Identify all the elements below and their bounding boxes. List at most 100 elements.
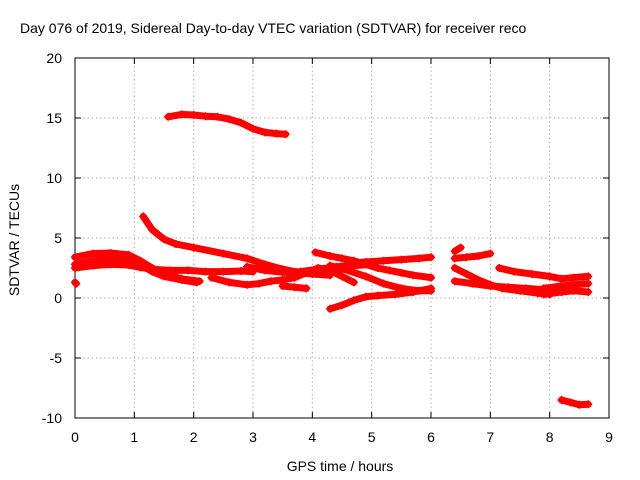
x-tick-label: 9 <box>605 429 613 445</box>
data-point <box>189 243 198 252</box>
data-point <box>243 280 252 289</box>
data-point <box>575 400 584 409</box>
data-point <box>584 272 593 281</box>
data-point <box>219 267 228 276</box>
data-point <box>545 272 554 281</box>
data-point <box>254 279 263 288</box>
data-point <box>260 128 269 137</box>
data-point <box>266 277 275 286</box>
x-tick-label: 3 <box>249 429 257 445</box>
data-point <box>450 277 459 286</box>
x-tick-label: 4 <box>308 429 316 445</box>
data-point <box>486 282 495 290</box>
data-point <box>192 278 201 287</box>
data-point <box>165 266 174 275</box>
y-axis-ticks: -10 -5 0 5 10 15 20 <box>42 50 609 426</box>
chart-title: Day 076 of 2019, Sidereal Day-to-day VTE… <box>20 20 526 36</box>
data-point <box>213 112 222 121</box>
data-point <box>183 266 192 275</box>
data-point <box>207 273 216 282</box>
data-point <box>486 249 495 258</box>
data-point <box>427 253 435 262</box>
data-point <box>71 260 79 269</box>
data-point <box>456 243 465 252</box>
data-point <box>88 249 97 258</box>
data-point <box>139 212 148 221</box>
data-point <box>314 265 323 274</box>
data-point <box>397 268 406 277</box>
data-point <box>326 252 335 260</box>
data-point <box>521 284 530 293</box>
data-point <box>338 254 346 263</box>
data-point <box>148 267 157 276</box>
data-point <box>569 273 578 282</box>
data-point <box>88 256 97 265</box>
data-point <box>311 248 320 257</box>
data-point <box>136 260 145 269</box>
series-s11 <box>343 253 435 268</box>
data-point <box>361 292 370 301</box>
data-point <box>379 279 388 288</box>
data-point <box>397 255 406 264</box>
data-point <box>338 301 346 310</box>
data-point <box>243 262 252 271</box>
data-point <box>450 254 459 263</box>
data-point <box>201 112 210 121</box>
data-point <box>557 288 566 296</box>
data-point <box>124 255 133 264</box>
data-point <box>302 284 311 293</box>
y-tick-label: -5 <box>50 350 63 366</box>
x-axis-ticks: 0 1 2 3 4 5 6 7 8 9 <box>71 58 613 445</box>
data-point <box>584 288 593 296</box>
data-point <box>569 286 578 295</box>
data-point <box>278 268 287 277</box>
data-point <box>71 278 79 287</box>
y-tick-label: 5 <box>54 230 62 246</box>
x-axis-label: GPS time / hours <box>287 458 394 474</box>
data-point <box>160 235 168 244</box>
data-point <box>474 252 483 260</box>
data-point <box>249 124 257 133</box>
data-point <box>391 290 400 299</box>
data-point <box>260 266 269 275</box>
x-tick-label: 1 <box>130 429 138 445</box>
x-tick-label: 2 <box>190 429 198 445</box>
x-tick-label: 6 <box>427 429 435 445</box>
data-point <box>189 111 198 119</box>
series-s20 <box>539 286 593 299</box>
data-point <box>243 254 252 263</box>
data-point <box>415 254 424 263</box>
data-series <box>71 110 593 409</box>
series-s14 <box>450 243 465 256</box>
data-point <box>72 279 81 288</box>
data-point <box>373 264 382 272</box>
x-tick-label: 5 <box>368 429 376 445</box>
series-s15 <box>450 249 495 263</box>
data-point <box>504 283 513 292</box>
y-tick-label: 15 <box>46 110 62 126</box>
data-point <box>160 272 168 281</box>
y-axis-label: SDTVAR / TECUs <box>6 184 22 296</box>
data-point <box>584 279 593 288</box>
x-tick-label: 8 <box>546 429 554 445</box>
data-point <box>557 274 566 283</box>
series-s21 <box>557 396 593 409</box>
data-point <box>237 267 246 275</box>
data-point <box>385 266 394 275</box>
data-point <box>171 240 180 248</box>
data-point <box>539 290 548 299</box>
data-point <box>379 256 388 265</box>
x-tick-label: 7 <box>486 429 494 445</box>
data-point <box>148 225 157 234</box>
data-point <box>219 249 228 258</box>
series-line <box>311 248 435 282</box>
series-s6 <box>71 254 201 287</box>
data-point <box>495 264 504 272</box>
y-tick-label: 0 <box>54 290 62 306</box>
data-point <box>201 267 210 276</box>
data-point <box>296 267 305 276</box>
data-point <box>164 112 173 121</box>
data-point <box>361 272 370 281</box>
data-point <box>338 272 346 281</box>
